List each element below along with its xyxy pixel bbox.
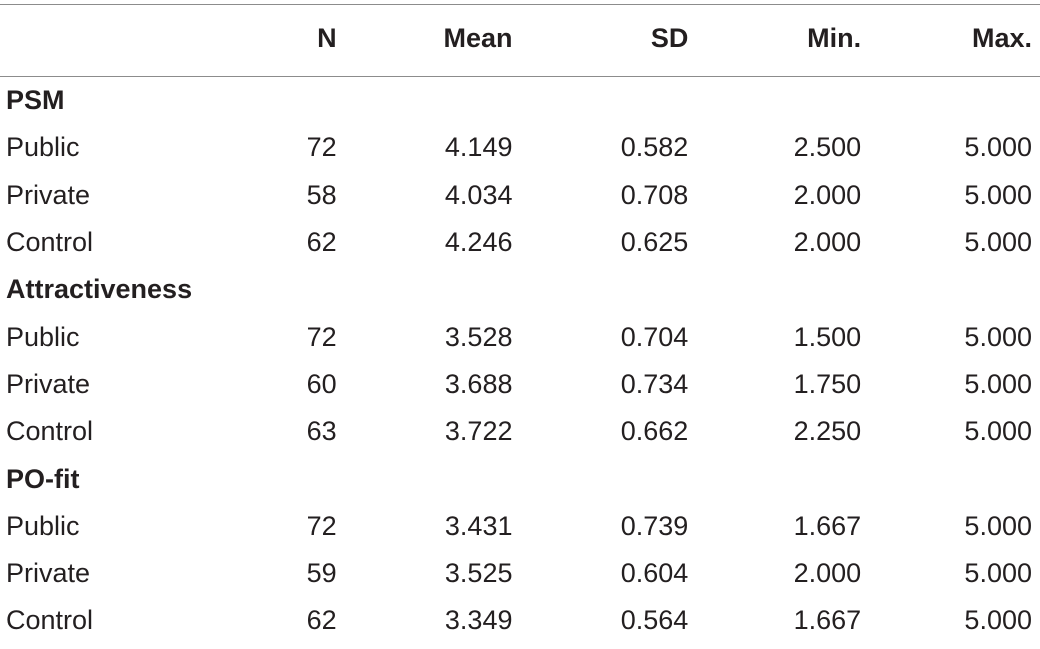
header-max: Max. [971, 23, 1032, 53]
cell-n: 59 [306, 558, 337, 589]
cell-min: 2.000 [793, 179, 862, 210]
cell-mean: 3.688 [444, 368, 513, 399]
cell-n: 63 [306, 416, 337, 447]
cell-mean: 4.246 [444, 227, 513, 258]
row-label: Private [6, 558, 91, 589]
cell-sd: 0.704 [620, 321, 689, 352]
cell-sd: 0.564 [620, 605, 689, 636]
cell-n: 60 [306, 368, 337, 399]
group-row: Attractiveness [0, 266, 1040, 313]
header-n: N [317, 23, 337, 53]
cell-n: 58 [306, 179, 337, 210]
cell-sd: 0.739 [620, 510, 689, 541]
table-row: Public 72 3.431 0.739 1.667 5.000 [0, 503, 1040, 550]
cell-max: 5.000 [964, 321, 1032, 352]
group-row: PSM [0, 77, 1040, 124]
table-body: PSM Public 72 4.149 0.582 2.500 5.000 Private 58… [0, 77, 1040, 645]
cell-sd: 0.604 [620, 558, 689, 589]
cell-n: 72 [306, 321, 337, 352]
table-row: Private 60 3.688 0.734 1.750 5.000 [0, 361, 1040, 408]
table-row: Private 59 3.525 0.604 2.000 5.000 [0, 550, 1040, 597]
cell-sd: 0.662 [620, 416, 689, 447]
cell-sd: 0.734 [620, 368, 689, 399]
cell-n: 72 [306, 132, 337, 163]
table-row: Control 62 4.246 0.625 2.000 5.000 [0, 219, 1040, 266]
group-title: PO-fit [6, 463, 80, 494]
header-row: N Mean SD Min. Max. [0, 0, 1040, 77]
cell-max: 5.000 [964, 368, 1032, 399]
table-row: Public 72 3.528 0.704 1.500 5.000 [0, 313, 1040, 360]
cell-max: 5.000 [964, 179, 1032, 210]
cell-sd: 0.625 [620, 227, 689, 258]
cell-min: 2.500 [793, 132, 862, 163]
row-label: Public [6, 321, 80, 352]
cell-mean: 3.528 [444, 321, 513, 352]
cell-sd: 0.708 [620, 179, 689, 210]
cell-max: 5.000 [964, 605, 1032, 636]
table-row: Public 72 4.149 0.582 2.500 5.000 [0, 124, 1040, 171]
table-row: Control 63 3.722 0.662 2.250 5.000 [0, 408, 1040, 455]
cell-min: 1.750 [793, 368, 862, 399]
cell-mean: 3.349 [444, 605, 513, 636]
cell-mean: 3.431 [444, 510, 513, 541]
table-row: Control 62 3.349 0.564 1.667 5.000 [0, 597, 1040, 644]
header-sd: SD [650, 23, 689, 53]
row-label: Control [6, 227, 94, 258]
table-row: Private 58 4.034 0.708 2.000 5.000 [0, 172, 1040, 219]
cell-n: 62 [306, 227, 337, 258]
cell-min: 2.000 [793, 558, 862, 589]
row-label: Public [6, 132, 80, 163]
row-label: Control [6, 605, 94, 636]
row-label: Control [6, 416, 94, 447]
cell-min: 1.667 [793, 605, 862, 636]
cell-max: 5.000 [964, 227, 1032, 258]
group-title: PSM [6, 85, 65, 116]
cell-n: 72 [306, 510, 337, 541]
group-row: PO-fit [0, 455, 1040, 502]
row-label: Private [6, 368, 91, 399]
cell-max: 5.000 [964, 558, 1032, 589]
cell-mean: 4.149 [444, 132, 513, 163]
cell-min: 2.250 [793, 416, 862, 447]
header-rule [0, 76, 1040, 77]
cell-max: 5.000 [964, 510, 1032, 541]
cell-mean: 4.034 [444, 179, 513, 210]
header-min: Min. [807, 23, 862, 53]
table-header: N Mean SD Min. Max. [0, 0, 1040, 77]
group-title: Attractiveness [6, 274, 193, 305]
header-mean: Mean [443, 23, 513, 53]
row-label: Private [6, 179, 91, 210]
cell-min: 1.667 [793, 510, 862, 541]
cell-min: 2.000 [793, 227, 862, 258]
cell-n: 62 [306, 605, 337, 636]
row-label: Public [6, 510, 80, 541]
cell-max: 5.000 [964, 416, 1032, 447]
cell-max: 5.000 [964, 132, 1032, 163]
header-blank [0, 0, 231, 77]
cell-mean: 3.722 [444, 416, 513, 447]
cell-min: 1.500 [793, 321, 862, 352]
cell-mean: 3.525 [444, 558, 513, 589]
cell-sd: 0.582 [620, 132, 689, 163]
top-rule [0, 4, 1040, 5]
